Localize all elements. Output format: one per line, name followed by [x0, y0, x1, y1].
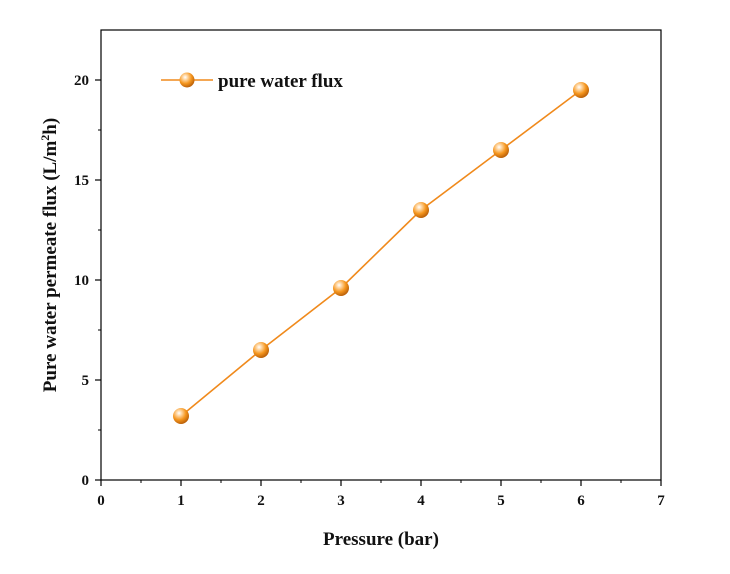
y-tick-label: 10 — [74, 273, 89, 289]
x-tick-label: 6 — [577, 493, 585, 509]
legend: pure water flux — [161, 71, 343, 92]
y-axis-ticks: 0 5 10 15 20 — [74, 73, 101, 489]
data-point — [493, 142, 509, 158]
y-axis-title-main: Pure water permeate flux (L/m — [40, 141, 61, 393]
y-tick-label: 0 — [82, 473, 90, 489]
x-tick-label: 5 — [497, 493, 505, 509]
y-tick-label: 5 — [82, 373, 90, 389]
x-tick-label: 3 — [337, 493, 345, 509]
y-axis-title-sup: 2 — [38, 135, 52, 141]
data-point — [173, 408, 189, 424]
data-point — [573, 82, 589, 98]
x-tick-label: 2 — [257, 493, 265, 509]
data-point — [413, 202, 429, 218]
y-axis-title-tail: h) — [40, 118, 61, 135]
x-axis-ticks: 0 1 2 3 4 5 6 7 — [97, 480, 665, 509]
x-tick-label: 4 — [417, 493, 425, 509]
x-tick-label: 1 — [177, 493, 185, 509]
y-tick-label: 15 — [74, 173, 89, 189]
x-tick-label: 0 — [97, 493, 105, 509]
series-layer — [173, 82, 589, 424]
x-axis-title: Pressure (bar) — [323, 529, 439, 550]
data-point — [333, 280, 349, 296]
legend-label: pure water flux — [218, 71, 343, 92]
y-tick-label: 20 — [74, 73, 89, 89]
x-tick-label: 7 — [657, 493, 665, 509]
series-line — [180, 89, 582, 417]
y-axis-title: Pure water permeate flux (L/m2h) — [38, 118, 61, 392]
data-point — [253, 342, 269, 358]
legend-marker — [179, 72, 195, 88]
